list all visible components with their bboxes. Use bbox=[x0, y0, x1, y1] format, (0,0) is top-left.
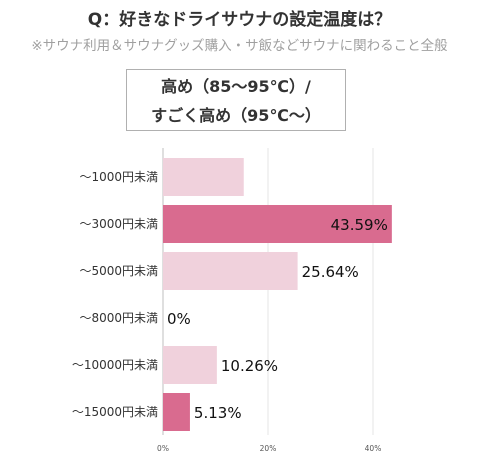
value-label: 5.13% bbox=[194, 404, 242, 422]
legend-line-2: すごく高め（95℃～） bbox=[151, 106, 321, 125]
x-tick-label: 0% bbox=[157, 444, 169, 453]
bar bbox=[163, 205, 392, 243]
category-label: ～1000円未満 bbox=[79, 170, 158, 184]
chart-title: Q：好きなドライサウナの設定温度は？ bbox=[87, 10, 392, 30]
value-label: 0% bbox=[167, 310, 191, 328]
category-label: ～8000円未満 bbox=[79, 311, 158, 325]
category-labels: ～1000円未満 ～3000円未満 ～5000円未満 ～8000円未満 ～10000円未… bbox=[72, 170, 158, 419]
x-tick-labels: 0% 20% 40% bbox=[157, 444, 381, 453]
category-label: ～5000円未満 bbox=[79, 264, 158, 278]
value-label: 10.26% bbox=[221, 357, 278, 375]
category-label: ～15000円未満 bbox=[72, 405, 158, 419]
bar bbox=[163, 252, 298, 290]
legend-line-1: 高め（85～95℃）/ bbox=[161, 77, 311, 96]
category-label: ～10000円未満 bbox=[72, 358, 158, 372]
series-legend-box: 高め（85～95℃）/ すごく高め（95℃～） bbox=[126, 69, 346, 131]
value-label: 43.59% bbox=[331, 216, 388, 234]
bar bbox=[163, 393, 190, 431]
x-tick-label: 20% bbox=[260, 444, 277, 453]
x-tick-label: 40% bbox=[365, 444, 382, 453]
bar bbox=[163, 346, 217, 384]
chart-subtitle: ※サウナ利用＆サウナグッズ購入・サ飯などサウナに関わること全般 bbox=[31, 38, 448, 54]
value-label: 25.64% bbox=[302, 263, 359, 281]
category-label: ～3000円未満 bbox=[79, 217, 158, 231]
bars bbox=[163, 158, 392, 431]
value-labels: 43.59% 25.64% 0% 10.26% 5.13% bbox=[167, 216, 388, 422]
bar bbox=[163, 158, 244, 196]
